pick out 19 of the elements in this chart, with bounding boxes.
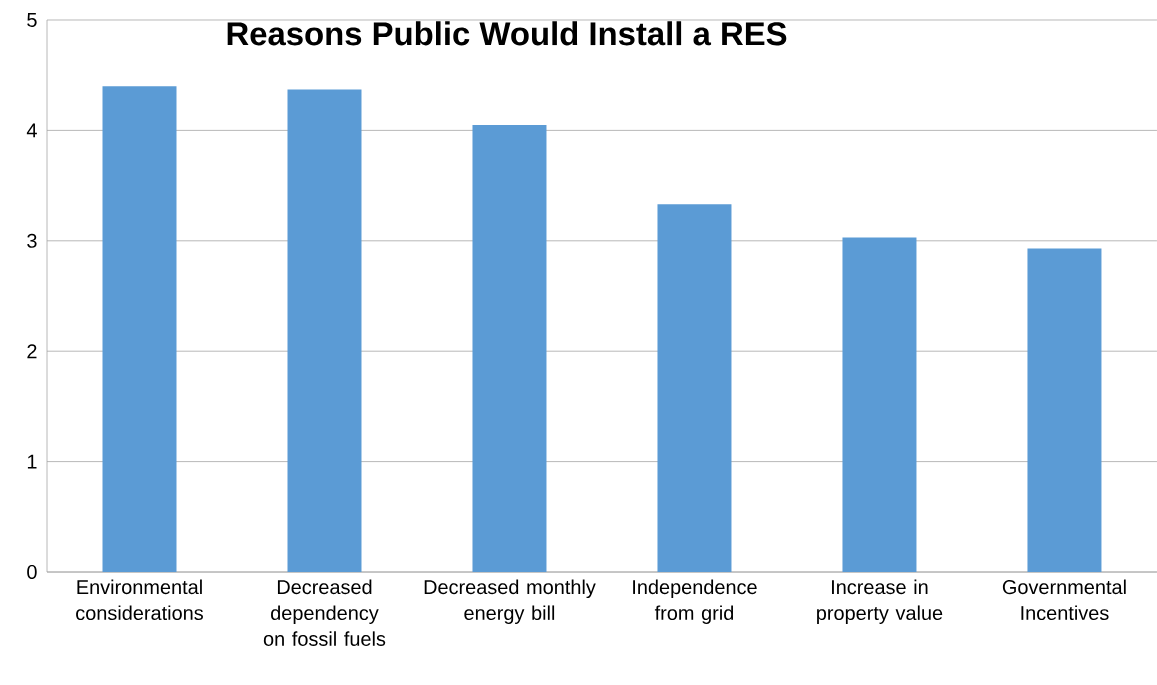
y-tick-label: 3	[27, 233, 37, 248]
bar	[472, 124, 547, 572]
x-tick-label: Increase in property value	[817, 579, 943, 624]
x-tick-label: Independence from grid	[633, 579, 757, 624]
x-tick-label: Decreased dependency on fossil fuels	[263, 579, 386, 646]
chart-title: Reasons Public Would Install a RES	[227, 21, 787, 46]
bar	[287, 89, 362, 572]
bar	[657, 204, 732, 572]
y-tick-label: 1	[27, 454, 37, 469]
x-tick-label: Decreased monthly energy bill	[424, 579, 596, 624]
y-tick-label: 4	[26, 123, 37, 138]
bar	[1027, 248, 1102, 572]
y-tick-label: 2	[27, 344, 37, 359]
y-tick-label: 0	[27, 564, 37, 580]
y-tick-label: 5	[27, 13, 37, 27]
x-tick-label: Environmental considerations	[76, 579, 203, 621]
bar	[102, 86, 177, 572]
bar	[842, 237, 917, 572]
x-tick-label: Governmental Incentives	[1002, 579, 1126, 621]
